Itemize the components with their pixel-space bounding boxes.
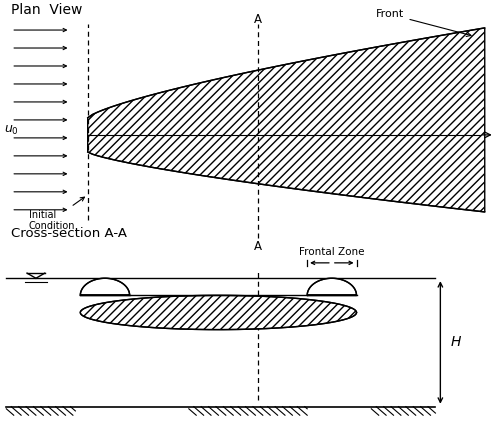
Polygon shape [189,406,307,417]
Text: A: A [254,240,262,253]
Polygon shape [307,278,357,295]
Polygon shape [80,278,129,295]
Text: $u_0$: $u_0$ [4,124,19,137]
Polygon shape [88,28,485,212]
Text: H: H [450,336,461,350]
Text: Front: Front [376,9,471,36]
Polygon shape [6,406,75,417]
Text: Cross-section A-A: Cross-section A-A [11,227,127,240]
Text: Frontal Zone: Frontal Zone [299,247,365,257]
Text: Plan  View: Plan View [11,3,83,17]
Text: A: A [254,13,262,26]
Text: Initial
Condition: Initial Condition [28,197,84,231]
Polygon shape [80,295,357,330]
Polygon shape [372,406,435,417]
